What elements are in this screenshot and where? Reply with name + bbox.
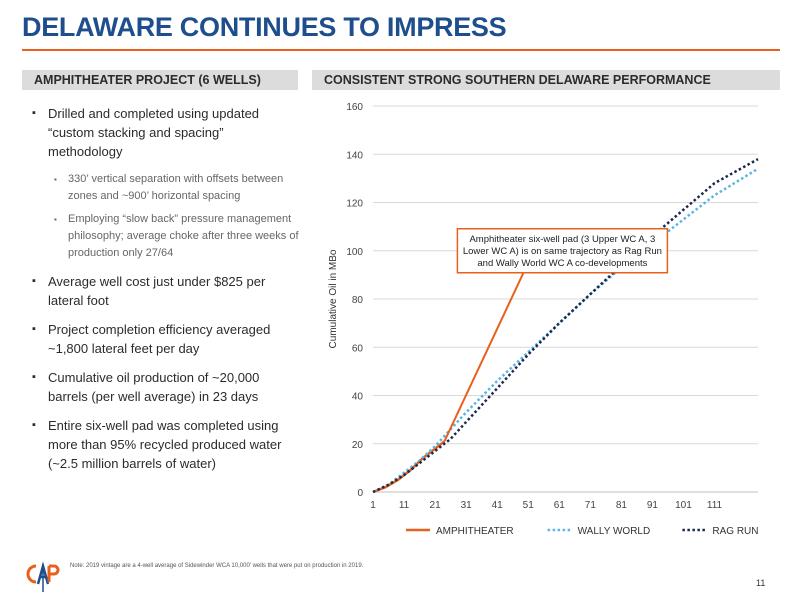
x-tick-label: 111: [707, 500, 723, 511]
page-title: DELAWARE CONTINUES TO IMPRESS: [22, 12, 507, 42]
bullet-text: Average well cost just under $825 per la…: [48, 274, 266, 308]
bullet-item: ▪ Drilled and completed using updated “c…: [30, 104, 300, 161]
bullet-text: Project completion efficiency averaged ~…: [48, 322, 271, 356]
x-tick-label: 11: [399, 500, 410, 511]
series-line-wally-world: [372, 167, 759, 494]
x-tick-label: 31: [461, 500, 473, 511]
y-tick-label: 120: [346, 199, 363, 210]
annotation-text: Amphitheater six-well pad (3 Upper WC A,…: [469, 234, 655, 245]
y-tick-label: 60: [352, 343, 364, 354]
annotation-text: and Wally World WC A co-developments: [477, 258, 647, 269]
x-tick-label: 91: [647, 500, 659, 511]
bullet-item: ▪ Entire six-well pad was completed usin…: [30, 416, 300, 473]
x-tick-label: 51: [523, 500, 535, 511]
sub-bullet-marker: ▪: [54, 215, 57, 224]
title-divider: [22, 49, 780, 51]
right-section-heading: CONSISTENT STRONG SOUTHERN DELAWARE PERF…: [312, 70, 780, 90]
legend-label: AMPHITHEATER: [436, 526, 514, 537]
legend-label: RAG RUN: [712, 526, 758, 537]
sub-bullet-item: ▪ Employing “slow back” pressure managem…: [30, 211, 300, 262]
x-tick-label: 71: [585, 500, 597, 511]
x-tick-label: 61: [554, 500, 566, 511]
y-axis-label: Cumulative Oil in MBo: [328, 249, 339, 348]
x-tick-label: 41: [492, 500, 504, 511]
bullet-item: ▪ Project completion efficiency averaged…: [30, 320, 300, 358]
annotation-pointer: [443, 270, 526, 442]
y-tick-label: 40: [352, 392, 364, 403]
y-tick-label: 80: [352, 295, 364, 306]
bullet-text: Cumulative oil production of ~20,000 bar…: [48, 370, 260, 404]
sub-bullet-marker: ▪: [54, 175, 57, 184]
annotation-box: [456, 228, 669, 274]
x-tick-label: 101: [675, 500, 692, 511]
sub-bullet-item: ▪ 330’ vertical separation with offsets …: [30, 171, 300, 205]
legend-label: WALLY WORLD: [578, 526, 651, 537]
x-tick-label: 1: [370, 500, 376, 511]
bullet-item: ▪ Cumulative oil production of ~20,000 b…: [30, 368, 300, 406]
bullet-marker: ▪: [32, 275, 36, 287]
sub-bullet-text: Employing “slow back” pressure managemen…: [68, 213, 299, 259]
x-tick-label: 81: [616, 500, 628, 511]
bullet-text: Entire six-well pad was completed using …: [48, 418, 282, 471]
y-tick-label: 160: [346, 102, 363, 113]
bullet-list: ▪ Drilled and completed using updated “c…: [30, 104, 300, 483]
bullet-text: Drilled and completed using updated “cus…: [48, 106, 260, 159]
annotation-text: Lower WC A) is on same trajectory as Rag…: [463, 246, 662, 257]
bullet-marker: ▪: [32, 419, 36, 431]
x-tick-label: 21: [430, 500, 442, 511]
series-line-rag-run: [372, 158, 759, 494]
y-tick-label: 0: [357, 488, 363, 499]
page-number: 11: [756, 578, 766, 588]
bullet-marker: ▪: [32, 323, 36, 335]
footnote: Note: 2019 vintage are a 4-well average …: [70, 563, 364, 569]
sub-bullet-text: 330’ vertical separation with offsets be…: [68, 173, 284, 202]
series-line-amphitheater: [372, 440, 446, 494]
bullet-marker: ▪: [32, 107, 36, 119]
y-tick-label: 100: [346, 247, 363, 258]
cap-logo-icon: [26, 561, 60, 592]
y-tick-label: 140: [346, 150, 363, 161]
bullet-marker: ▪: [32, 371, 36, 383]
left-section-heading: AMPHITHEATER PROJECT (6 WELLS): [22, 70, 298, 90]
company-logo: [22, 560, 62, 599]
bullet-item: ▪ Average well cost just under $825 per …: [30, 272, 300, 310]
y-tick-label: 20: [352, 440, 364, 451]
